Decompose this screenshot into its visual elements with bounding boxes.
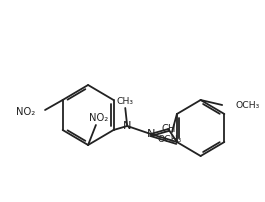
Text: NO₂: NO₂ — [16, 107, 35, 117]
Text: N: N — [123, 121, 131, 131]
Text: CH: CH — [161, 124, 175, 134]
Text: OCH₃: OCH₃ — [236, 101, 260, 109]
Text: CH₃: CH₃ — [117, 98, 134, 106]
Text: N: N — [147, 129, 155, 139]
Text: NO₂: NO₂ — [89, 113, 108, 123]
Text: OCH₃: OCH₃ — [158, 136, 182, 144]
